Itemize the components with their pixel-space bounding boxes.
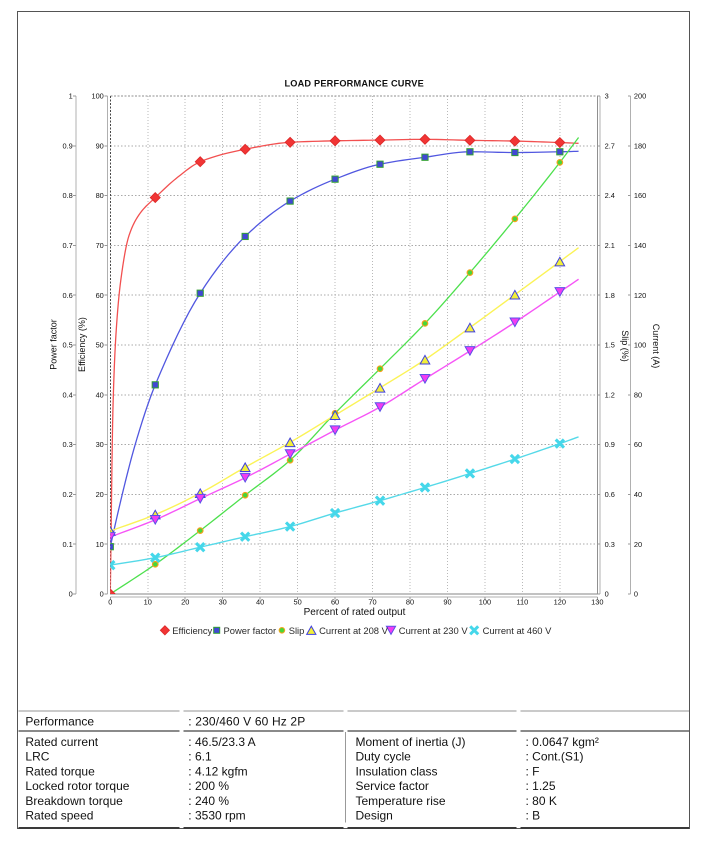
svg-text:Insulation class: Insulation class [356,764,438,778]
svg-text:0.6: 0.6 [63,291,73,300]
svg-text:: 6.1: : 6.1 [188,750,212,764]
svg-text:80: 80 [634,390,642,399]
svg-text:Power factor: Power factor [49,319,59,370]
svg-text:Temperature rise: Temperature rise [356,794,446,808]
svg-text:0.4: 0.4 [63,390,73,399]
svg-text:Service factor: Service factor [356,779,429,793]
svg-text:0.3: 0.3 [605,540,615,549]
svg-text:0.6: 0.6 [605,490,615,499]
svg-text:0.5: 0.5 [63,341,73,350]
svg-text:0.3: 0.3 [63,440,73,449]
svg-text:140: 140 [634,241,646,250]
svg-text:Power factor: Power factor [224,625,277,636]
svg-text:60: 60 [96,291,104,300]
svg-text:200: 200 [634,92,646,101]
svg-text:100: 100 [634,341,646,350]
svg-text:20: 20 [96,490,104,499]
svg-text:40: 40 [256,598,264,607]
svg-text:Slip: Slip [289,625,305,636]
svg-text:110: 110 [516,598,528,607]
svg-text:20: 20 [181,598,189,607]
svg-text:2.4: 2.4 [605,191,615,200]
svg-text:Current (A): Current (A) [651,324,661,369]
svg-text:1.8: 1.8 [605,291,615,300]
svg-text:Design: Design [356,809,393,823]
svg-text:Efficiency (%): Efficiency (%) [77,317,87,372]
svg-text:30: 30 [96,440,104,449]
svg-text:0.9: 0.9 [605,440,615,449]
svg-text:10: 10 [144,598,152,607]
svg-text:0.8: 0.8 [63,191,73,200]
svg-text:1.5: 1.5 [605,341,615,350]
svg-text:40: 40 [96,390,104,399]
svg-text:90: 90 [443,598,451,607]
svg-text:20: 20 [634,540,642,549]
svg-text:30: 30 [219,598,227,607]
svg-text:Rated torque: Rated torque [25,764,95,778]
svg-text:2.1: 2.1 [605,241,615,250]
svg-text:0.2: 0.2 [63,490,73,499]
svg-text:50: 50 [293,598,301,607]
svg-text:70: 70 [96,241,104,250]
svg-text:3: 3 [605,92,609,101]
svg-text:: 230/460 V 60 Hz 2P: : 230/460 V 60 Hz 2P [188,715,305,729]
svg-text:Slip (%): Slip (%) [620,330,630,362]
svg-text:100: 100 [479,598,491,607]
svg-text:: 0.0647 kgm²: : 0.0647 kgm² [526,735,599,749]
svg-text:Performance: Performance [25,715,94,729]
svg-text:40: 40 [634,490,642,499]
svg-text:LOAD PERFORMANCE CURVE: LOAD PERFORMANCE CURVE [284,79,424,89]
svg-text:0: 0 [634,590,638,599]
svg-text:0.7: 0.7 [63,241,73,250]
svg-text:120: 120 [634,291,646,300]
svg-text:LRC: LRC [25,750,49,764]
svg-text:Moment of inertia (J): Moment of inertia (J) [356,735,466,749]
svg-text:: 4.12 kgfm: : 4.12 kgfm [188,764,247,778]
svg-text:90: 90 [96,141,104,150]
svg-text:: 46.5/23.3 A: : 46.5/23.3 A [188,735,255,749]
svg-text:2.7: 2.7 [605,141,615,150]
svg-text:1.2: 1.2 [605,390,615,399]
svg-text:70: 70 [368,598,376,607]
svg-text:: Cont.(S1): : Cont.(S1) [526,750,584,764]
svg-text:0: 0 [605,590,609,599]
svg-text:100: 100 [91,92,103,101]
svg-text:Rated speed: Rated speed [25,809,93,823]
svg-text:: 200 %: : 200 % [188,779,229,793]
svg-text:80: 80 [96,191,104,200]
svg-text:0.1: 0.1 [63,540,73,549]
svg-text:0.9: 0.9 [63,141,73,150]
svg-text:10: 10 [96,540,104,549]
svg-text:: 1.25: : 1.25 [526,779,556,793]
svg-text:130: 130 [591,598,603,607]
svg-text:Current at 230 V: Current at 230 V [399,625,469,636]
svg-text:160: 160 [634,191,646,200]
svg-text:: B: : B [526,809,541,823]
svg-text:Rated current: Rated current [25,735,98,749]
svg-text:Current at 460 V: Current at 460 V [483,625,553,636]
svg-text:1: 1 [69,92,73,101]
svg-text:: 240 %: : 240 % [188,794,229,808]
svg-text:Breakdown torque: Breakdown torque [25,794,123,808]
svg-text:Locked rotor torque: Locked rotor torque [25,779,129,793]
svg-text:Efficiency: Efficiency [172,625,212,636]
svg-text:0: 0 [108,598,112,607]
svg-text:Duty cycle: Duty cycle [356,750,412,764]
svg-text:120: 120 [554,598,566,607]
svg-text:: 80 K: : 80 K [526,794,557,808]
svg-text:Percent of rated output: Percent of rated output [304,607,406,618]
svg-text:0: 0 [100,590,104,599]
svg-text:: F: : F [526,764,540,778]
svg-text:80: 80 [406,598,414,607]
svg-text:60: 60 [634,440,642,449]
svg-text:0: 0 [69,590,73,599]
svg-text:180: 180 [634,141,646,150]
svg-text:60: 60 [331,598,339,607]
svg-text:Current at 208 V: Current at 208 V [319,625,389,636]
svg-text:50: 50 [96,341,104,350]
svg-text:: 3530 rpm: : 3530 rpm [188,809,245,823]
